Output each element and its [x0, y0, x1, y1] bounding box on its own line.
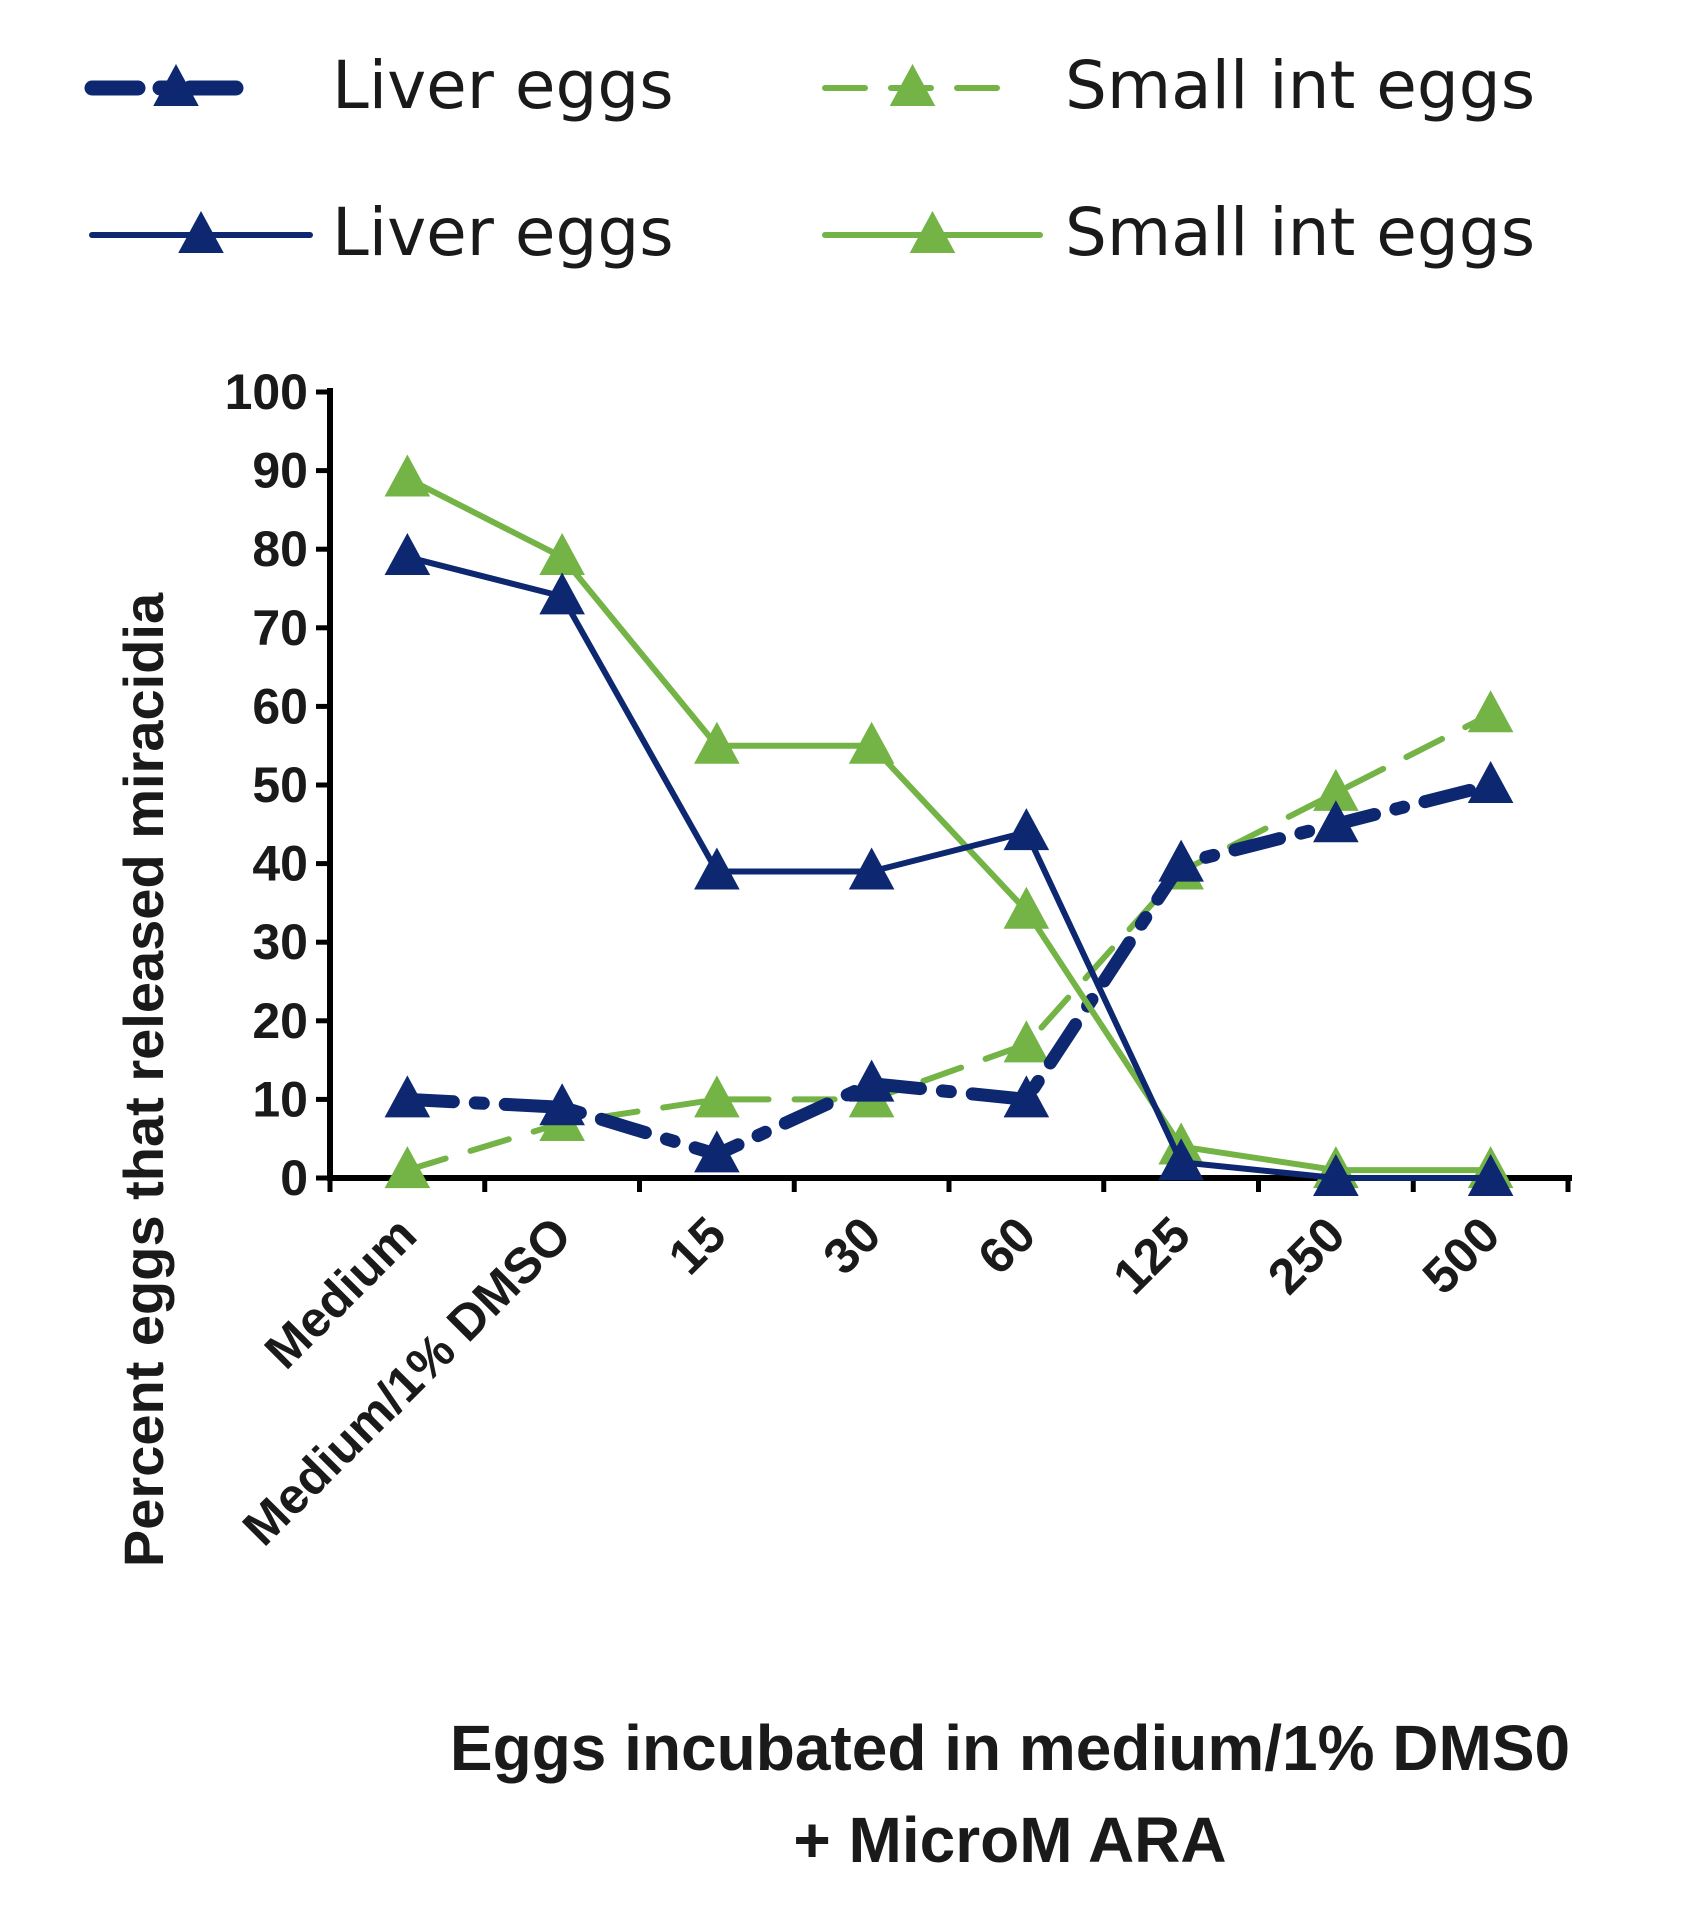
- data-point: [1003, 808, 1050, 851]
- x-tick-label: 250: [1257, 1206, 1356, 1305]
- legend-entry-3: Small int eggs: [822, 194, 1535, 271]
- data-point: [1158, 839, 1204, 882]
- y-tick-label: 20: [252, 993, 308, 1049]
- data-point: [1313, 768, 1359, 811]
- y-tick-label: 40: [252, 836, 308, 892]
- data-point: [848, 721, 895, 764]
- x-axis-title-line-1: Eggs incubated in medium/1% DMS0: [450, 1712, 1570, 1784]
- legend-entry-1: Small int eggs: [822, 47, 1535, 124]
- x-tick-label: 500: [1412, 1206, 1511, 1305]
- data-point: [1003, 1075, 1050, 1118]
- y-tick-label: 70: [252, 600, 308, 656]
- legend-label: Liver eggs: [332, 47, 674, 124]
- x-tick-label: 60: [967, 1206, 1046, 1285]
- legend: Liver eggs Small int eggs Liver eggs Small …: [84, 47, 1535, 271]
- y-tick-label: 50: [252, 757, 308, 813]
- data-point: [384, 1075, 431, 1118]
- data-point: [384, 1146, 431, 1189]
- legend-marker: [909, 211, 956, 253]
- data-point: [1003, 1020, 1050, 1063]
- axis-titles: Percent eggs that released miracidia Egg…: [112, 592, 1570, 1876]
- data-point: [539, 533, 585, 576]
- plot-area: [384, 454, 1514, 1196]
- series-line: [404, 554, 1494, 1181]
- data-point: [694, 1075, 740, 1118]
- data-point: [1467, 690, 1514, 733]
- data-point: [694, 1130, 740, 1173]
- data-point: [384, 533, 431, 576]
- data-point: [384, 454, 431, 497]
- y-tick-label: 80: [252, 521, 308, 577]
- data-point: [694, 721, 740, 764]
- y-tick-label: 10: [252, 1071, 308, 1127]
- x-tick-label: 125: [1102, 1206, 1201, 1305]
- data-point: [539, 572, 585, 615]
- legend-label: Small int eggs: [1065, 47, 1535, 124]
- data-point: [848, 847, 895, 890]
- data-point: [694, 847, 740, 890]
- legend-entry-2: Liver eggs: [89, 194, 674, 271]
- data-point: [1313, 800, 1359, 843]
- series-line: [404, 711, 1494, 1174]
- y-tick-label: 90: [252, 443, 308, 499]
- y-tick-label: 0: [280, 1150, 308, 1206]
- data-point: [848, 1059, 895, 1102]
- y-tick-label: 30: [252, 914, 308, 970]
- x-axis-title-line-2: + MicroM ARA: [793, 1804, 1226, 1876]
- data-point: [1003, 886, 1050, 929]
- series-2: [384, 533, 1514, 1196]
- y-tick-label: 60: [252, 678, 308, 734]
- legend-marker: [178, 211, 224, 253]
- legend-marker: [889, 64, 936, 106]
- data-point: [1313, 1154, 1359, 1196]
- series-0: [384, 761, 1514, 1173]
- data-point: [1467, 761, 1514, 803]
- legend-label: Small int eggs: [1065, 194, 1535, 271]
- legend-entry-0: Liver eggs: [84, 47, 674, 124]
- y-axis-title: Percent eggs that released miracidia: [112, 592, 175, 1567]
- data-point: [1467, 1154, 1514, 1196]
- series-line: [404, 475, 1494, 1174]
- y-tick-label: 100: [225, 364, 308, 420]
- series-line: [400, 778, 1498, 1161]
- legend-label: Liver eggs: [332, 194, 674, 271]
- data-point: [539, 1083, 585, 1126]
- legend-marker: [153, 64, 199, 106]
- data-point: [1158, 1138, 1204, 1181]
- x-tick-label: 15: [658, 1206, 737, 1285]
- x-tick-label: 30: [812, 1206, 891, 1285]
